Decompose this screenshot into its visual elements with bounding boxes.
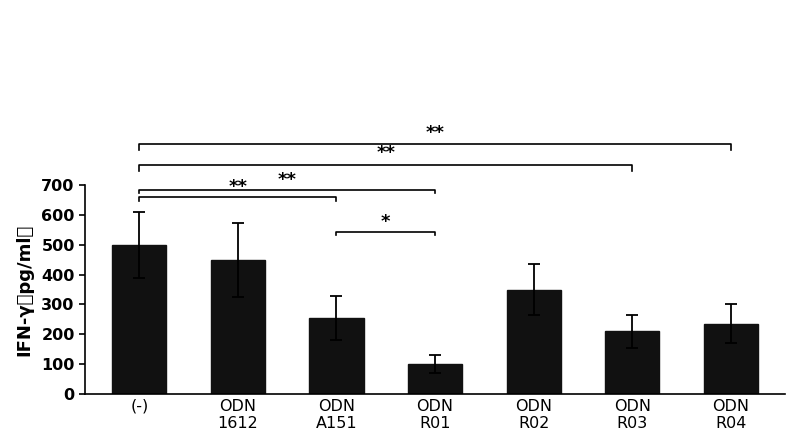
- Text: **: **: [376, 145, 395, 162]
- Bar: [506, 289, 561, 394]
- Bar: [310, 318, 363, 394]
- Bar: [211, 260, 265, 394]
- Text: *: *: [381, 213, 390, 231]
- Bar: [605, 331, 659, 394]
- Bar: [112, 245, 166, 394]
- Text: **: **: [278, 171, 297, 189]
- Bar: [408, 364, 462, 394]
- Text: **: **: [229, 178, 247, 196]
- Text: **: **: [426, 124, 445, 142]
- Y-axis label: IFN-γ（pg/ml）: IFN-γ（pg/ml）: [15, 223, 33, 356]
- Bar: [704, 324, 758, 394]
